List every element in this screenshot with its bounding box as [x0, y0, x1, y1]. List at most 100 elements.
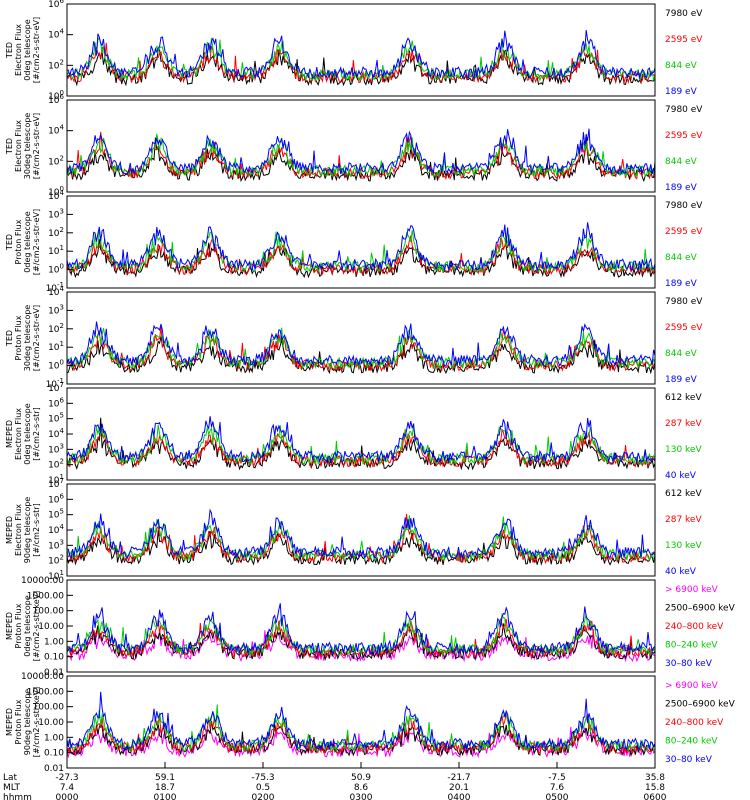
y-tick-label-3-1: 100 [48, 263, 64, 276]
y-axis-label-5-1: Electron Flux [14, 408, 23, 460]
legend-label-2-0: 7980 eV [665, 105, 703, 115]
y-tick-label-7-3: 10.00 [38, 622, 64, 632]
x-tick-label-hhmm-0: 0000 [56, 793, 79, 800]
legend-label-5-0: 612 keV [665, 393, 702, 403]
series-line-2-3 [66, 133, 656, 178]
y-tick-label-6-1: 102 [48, 554, 64, 567]
plot-frame-3 [66, 195, 656, 289]
panel-6 [66, 483, 656, 577]
panel-5 [66, 387, 656, 481]
legend-label-3-2: 844 eV [665, 253, 698, 263]
y-tick-label-4-0: 10-1 [46, 377, 64, 390]
legend-label-7-1: 2500–6900 keV [665, 603, 736, 613]
legend-label-6-0: 612 keV [665, 489, 702, 499]
x-tick-label-mlt-0: 7.4 [60, 783, 75, 793]
legend-label-1-3: 189 eV [665, 87, 698, 97]
y-axis-label-8-3: [#/cm2-s-str-keV] [32, 687, 41, 758]
y-tick-label-2-1: 102 [48, 154, 64, 167]
legend-label-5-3: 40 keV [665, 471, 697, 481]
y-tick-label-2-3: 106 [48, 93, 64, 106]
y-axis-label-2-1: Electron Flux [14, 120, 23, 172]
y-tick-label-6-2: 103 [48, 538, 64, 551]
panel-2 [66, 99, 656, 193]
plot-frame-4 [66, 291, 656, 385]
legend-label-5-2: 130 keV [665, 445, 702, 455]
series-line-1-4 [67, 30, 656, 80]
x-row-label-0: Lat [3, 773, 18, 783]
y-tick-label-7-2: 1.00 [44, 637, 64, 647]
y-axis-label-8-1: Proton Flux [14, 699, 23, 744]
y-tick-label-8-0: 0.01 [44, 764, 64, 774]
y-tick-label-1-2: 104 [48, 28, 64, 41]
x-tick-label-lat-0: -27.3 [55, 773, 78, 783]
y-tick-label-8-4: 100.00 [33, 703, 65, 713]
series-line-5-4 [66, 416, 656, 464]
y-axis-label-7-1: Proton Flux [14, 603, 23, 648]
y-tick-label-1-1: 102 [48, 58, 64, 71]
legend-label-7-4: 30–80 keV [665, 659, 713, 669]
x-tick-label-lat-5: -7.5 [548, 773, 566, 783]
plot-frame-2 [66, 99, 656, 193]
y-tick-label-5-0: 101 [48, 473, 64, 486]
x-tick-label-mlt-4: 20.1 [449, 783, 469, 793]
y-axis-label-1-3: [#/cm2-s-str-eV] [32, 17, 41, 83]
series-line-6-4 [66, 508, 656, 560]
y-axis-label-4-1: Proton Flux [14, 315, 23, 360]
y-axis-label-4-0: TED [5, 330, 14, 347]
legend-label-2-2: 844 eV [665, 157, 698, 167]
y-tick-label-3-0: 10-1 [46, 281, 64, 294]
y-tick-label-5-2: 103 [48, 442, 64, 455]
plot-frame-6 [66, 483, 656, 577]
legend-label-8-4: 30–80 keV [665, 755, 713, 765]
y-axis-label-8-2: 90deg telescope [23, 689, 32, 756]
y-tick-label-5-6: 107 [48, 381, 64, 394]
y-tick-label-3-5: 104 [48, 189, 64, 202]
x-tick-label-hhmm-1: 0100 [154, 793, 177, 800]
legend-label-8-2: 240–800 keV [665, 718, 724, 728]
y-axis-label-6-3: [#/cm2-s-str] [32, 503, 41, 556]
legend-label-1-2: 844 eV [665, 61, 698, 71]
y-tick-label-2-2: 104 [48, 124, 64, 137]
y-tick-label-7-0: 0.01 [44, 668, 64, 678]
legend-label-6-1: 287 keV [665, 515, 702, 525]
x-tick-label-mlt-6: 15.8 [645, 783, 665, 793]
y-axis-label-3-0: TED [5, 234, 14, 251]
x-tick-label-hhmm-3: 0300 [350, 793, 373, 800]
x-tick-label-hhmm-6: 0600 [644, 793, 667, 800]
series-line-2-2 [66, 131, 656, 181]
series-line-6-1 [66, 529, 656, 566]
series-line-4-4 [66, 321, 656, 367]
y-tick-label-7-5: 1000.00 [27, 591, 64, 601]
y-axis-label-2-2: 30deg telescope [23, 113, 32, 180]
legend-label-1-1: 2595 eV [665, 35, 703, 45]
y-tick-label-8-1: 0.10 [44, 749, 64, 759]
panel-4 [66, 291, 656, 385]
y-tick-label-4-1: 100 [48, 359, 64, 372]
x-tick-label-hhmm-5: 0500 [546, 793, 569, 800]
y-tick-label-2-0: 100 [48, 185, 64, 198]
series-line-7-4 [66, 612, 656, 657]
series-line-7-5 [66, 603, 656, 656]
x-tick-label-mlt-1: 18.7 [155, 783, 175, 793]
x-tick-label-mlt-3: 8.6 [354, 783, 369, 793]
y-axis-label-5-2: 0deg telescope [23, 403, 32, 464]
y-axis-label-1-1: Electron Flux [14, 24, 23, 76]
y-axis-label-4-2: 30deg telescope [23, 305, 32, 372]
series-line-8-5 [66, 691, 656, 751]
y-tick-label-4-3: 102 [48, 322, 64, 335]
y-tick-label-7-4: 100.00 [33, 607, 65, 617]
x-tick-label-lat-3: 50.9 [351, 773, 371, 783]
y-tick-label-6-5: 106 [48, 492, 64, 505]
y-tick-label-3-4: 103 [48, 207, 64, 220]
y-axis-label-6-1: Electron Flux [14, 504, 23, 556]
x-tick-label-lat-4: -21.7 [447, 773, 470, 783]
panel-8 [66, 675, 656, 769]
y-tick-label-4-2: 101 [48, 340, 64, 353]
x-tick-label-lat-2: -75.3 [251, 773, 274, 783]
legend-label-8-0: > 6900 keV [665, 681, 719, 691]
legend-label-3-1: 2595 eV [665, 227, 703, 237]
legend-label-7-3: 80–240 keV [665, 640, 718, 650]
y-tick-label-8-3: 10.00 [38, 718, 64, 728]
legend-label-3-3: 189 eV [665, 279, 698, 289]
